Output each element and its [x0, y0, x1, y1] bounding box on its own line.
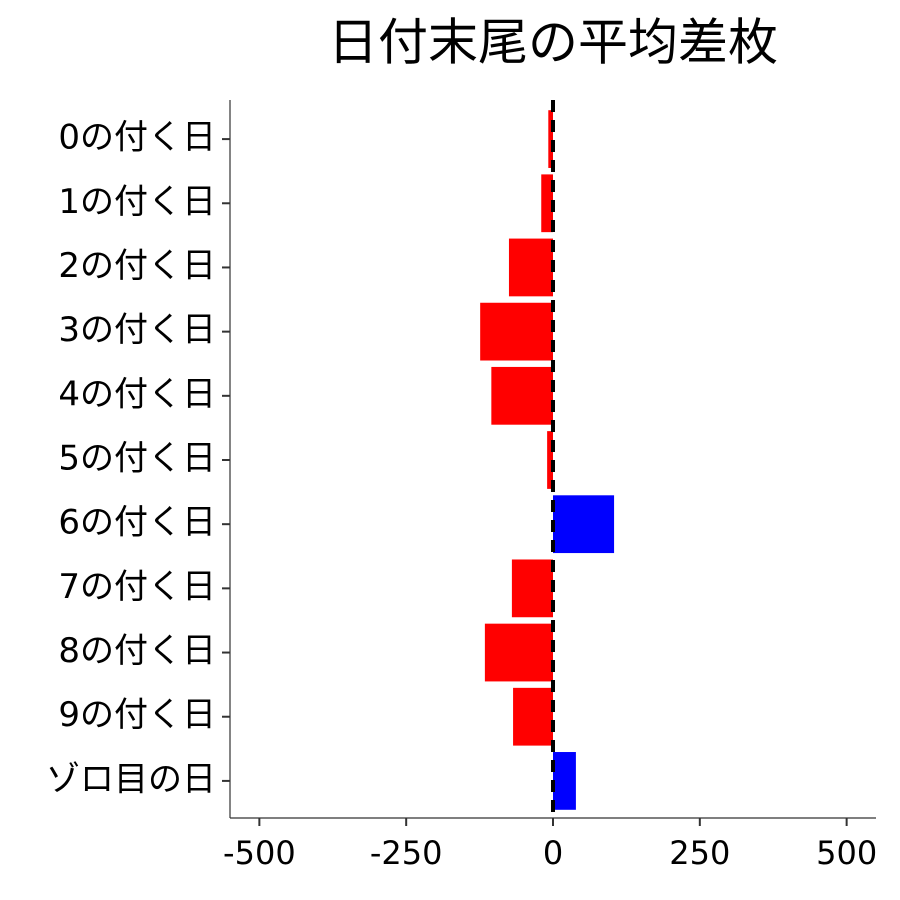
bar [480, 302, 553, 361]
y-tick-label: ゾロ目の日 [46, 759, 216, 799]
bar [553, 495, 615, 554]
y-tick-label: 3の付く日 [58, 310, 216, 350]
bar [548, 110, 553, 168]
y-tick-label: 7の付く日 [58, 567, 216, 607]
x-tick-label: 250 [669, 834, 730, 872]
y-tick-label: 2の付く日 [58, 246, 216, 286]
bar [553, 752, 576, 810]
x-tick-label: -250 [370, 834, 443, 872]
y-tick-label: 4の付く日 [58, 374, 216, 414]
x-tick-label: 500 [816, 834, 877, 872]
y-tick-label: 1の付く日 [58, 182, 216, 222]
y-tick-label: 6の付く日 [58, 503, 216, 543]
y-tick-label: 5の付く日 [58, 439, 216, 479]
x-tick-label: -500 [223, 834, 296, 872]
bar [508, 238, 553, 297]
bar [541, 174, 553, 233]
y-tick-label: 9の付く日 [58, 695, 216, 735]
bar [511, 559, 553, 618]
bar [484, 623, 553, 682]
bar [513, 687, 553, 746]
bar [491, 366, 553, 425]
y-tick-label: 8の付く日 [58, 631, 216, 671]
x-tick-label: 0 [543, 834, 563, 872]
chart-title: 日付末尾の平均差枚 [328, 14, 778, 72]
y-tick-label: 0の付く日 [58, 118, 216, 158]
bar [547, 431, 553, 489]
